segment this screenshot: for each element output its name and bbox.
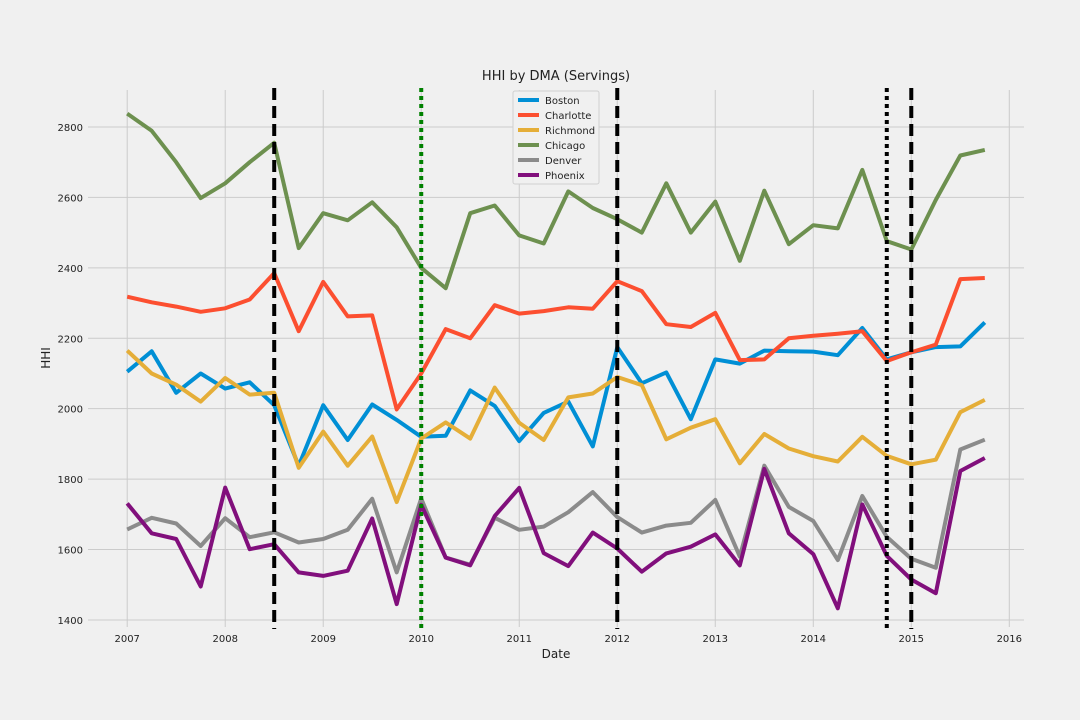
- legend-entry-phoenix: Phoenix: [545, 171, 585, 182]
- x-tick-label: 2011: [507, 634, 532, 645]
- legend-entry-richmond: Richmond: [545, 126, 595, 137]
- series-line-boston: [125, 320, 987, 468]
- vertical-marker-lines: [272, 88, 914, 629]
- x-tick-label: 2010: [409, 634, 434, 645]
- legend-entry-charlotte: Charlotte: [545, 111, 591, 122]
- series-line-chicago: [126, 111, 986, 291]
- series-line-phoenix: [125, 456, 986, 611]
- x-tick-label: 2012: [605, 634, 630, 645]
- y-tick-label: 1400: [58, 616, 83, 627]
- series-line-charlotte: [126, 271, 985, 412]
- legend-entry-denver: Denver: [545, 156, 582, 167]
- x-tick-label: 2014: [801, 634, 826, 645]
- x-tick-label: 2007: [114, 634, 139, 645]
- legend-entry-chicago: Chicago: [545, 141, 585, 152]
- chart-title: HHI by DMA (Servings): [482, 69, 630, 84]
- y-tick-label: 1800: [58, 475, 83, 486]
- legend-entry-boston: Boston: [545, 96, 580, 107]
- legend: Boston Charlotte Richmond Chicago Denver Phoe…: [512, 90, 600, 185]
- y-tick-label: 2200: [58, 334, 83, 345]
- y-tick-label: 2600: [58, 193, 83, 204]
- x-tick-label: 2008: [212, 634, 237, 645]
- y-tick-label: 2000: [58, 405, 83, 416]
- y-axis-label: HHI: [39, 347, 53, 369]
- y-tick-label: 1600: [58, 546, 83, 557]
- series-line-richmond: [125, 349, 986, 504]
- series-lines: [125, 111, 987, 611]
- y-tick-label: 2400: [58, 264, 83, 275]
- x-axis-label: Date: [542, 647, 571, 661]
- x-tick-label: 2009: [310, 634, 335, 645]
- y-tick-labels: 1400 1600 1800 2000 2200 2400 2600 2800: [58, 123, 83, 627]
- y-tick-label: 2800: [58, 123, 83, 134]
- series-line-denver: [126, 437, 986, 575]
- x-tick-label: 2015: [899, 634, 924, 645]
- x-tick-label: 2016: [997, 634, 1022, 645]
- x-tick-labels: 2007 2008 2009 2010 2011 2012 2013 2014 2015 2016: [114, 634, 1022, 645]
- x-tick-label: 2013: [703, 634, 728, 645]
